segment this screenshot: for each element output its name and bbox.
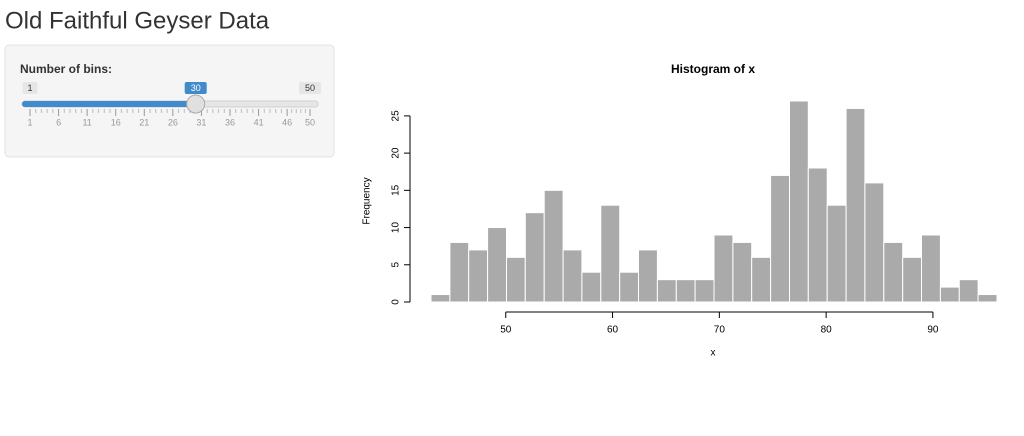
slider-tick-label: 21 [139,117,149,127]
slider-value-label-bg [184,82,207,94]
slider-label: Number of bins: [20,62,112,76]
slider-value-label: 30 [191,83,201,93]
slider-min-label: 1 [27,83,32,93]
slider-tick-label: 36 [225,117,235,127]
histogram-bar [826,204,847,303]
slider-tick-label: 31 [196,117,206,127]
histogram-bar [920,234,941,303]
histogram-bar [713,234,734,303]
histogram-bar [939,286,960,303]
y-axis-label: Frequency [362,177,373,224]
x-tick-label: 80 [821,325,833,336]
histogram-bar [751,256,772,303]
histogram-bar [581,271,602,303]
slider-tick-label: 46 [282,117,292,127]
histogram-bar [562,249,583,303]
slider-fill [22,101,196,107]
x-tick-label: 70 [714,325,726,336]
y-tick-label: 25 [391,110,402,122]
histogram-bar [902,256,922,303]
x-tick-label: 60 [607,325,619,336]
histogram-bar [958,279,979,303]
histogram-bar [977,294,998,303]
histogram-bar [619,271,639,303]
chart-title: Histogram of x [671,62,755,76]
slider-max-label-bg [299,82,321,94]
histogram-bar [732,241,753,303]
y-tick-label: 5 [391,262,402,268]
y-tick-label: 15 [391,184,402,196]
slider-tick-label: 41 [254,117,264,127]
slider-tick-label: 1 [27,117,32,127]
x-axis-label: x [711,348,716,359]
histogram-bar [524,212,545,303]
slider-handle[interactable] [186,94,206,114]
histogram-bar [506,256,526,303]
slider-tick-label: 16 [111,117,121,127]
y-tick-label: 20 [391,147,402,159]
histogram-bar [637,249,658,303]
y-tick-label: 10 [391,222,402,234]
histogram-bar [770,174,791,303]
histogram-bar [430,294,451,303]
histogram-bar [675,279,696,303]
histogram-bar [449,241,470,303]
histogram-bar [845,107,866,303]
histogram-bar [468,249,489,303]
slider-max-label: 50 [305,83,315,93]
histogram: Histogram of x x Frequency 0 5 10 15 20 25 50 6… [362,62,998,359]
histogram-bar [807,167,828,303]
y-tick-label: 0 [391,299,402,305]
slider-tick-label: 50 [305,117,315,127]
slider-tick-label: 11 [82,117,91,127]
histogram-bar [656,279,677,303]
slider-tick-label: 6 [56,117,61,127]
histogram-bar [487,227,508,303]
page-title: Old Faithful Geyser Data [5,7,270,34]
x-tick-label: 90 [927,325,939,336]
histogram-bar [543,189,564,303]
histogram-bar [600,204,621,303]
histogram-bar [694,279,715,303]
slider-min-label-bg [22,82,38,94]
x-tick-label: 50 [500,325,512,336]
histogram-bar [883,241,904,303]
histogram-bar [789,100,809,303]
histogram-bar [864,182,885,303]
slider-tick-label: 26 [168,117,178,127]
